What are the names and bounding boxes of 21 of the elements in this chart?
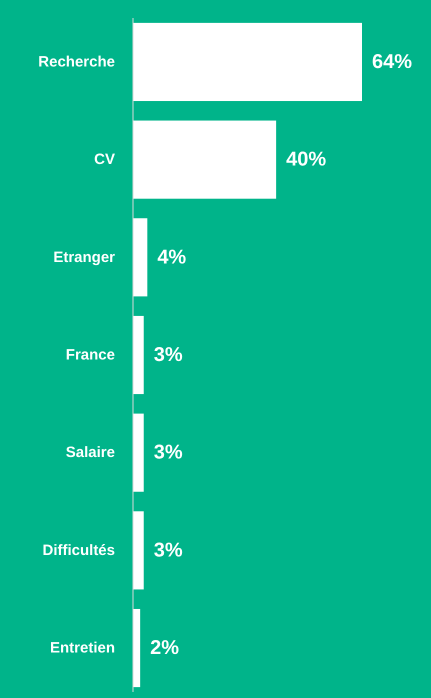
data-label: 2% — [150, 637, 180, 660]
y-tick-label: Entretien — [50, 640, 115, 657]
data-label: 4% — [157, 246, 186, 268]
y-tick-label: Recherche — [38, 53, 115, 70]
y-tick-label: Difficultés — [42, 542, 115, 559]
bar — [133, 316, 144, 394]
y-tick-label: Etranger — [53, 248, 116, 266]
y-tick-label: France — [66, 346, 115, 364]
bar — [133, 511, 144, 590]
data-label: 3% — [154, 344, 183, 366]
bar — [133, 120, 276, 199]
bar — [133, 414, 144, 492]
bar — [133, 608, 140, 688]
data-label: 3% — [154, 539, 183, 562]
bar — [133, 218, 148, 296]
bar — [133, 22, 362, 102]
data-label: 64% — [372, 50, 412, 73]
y-tick-label: Salaire — [66, 444, 115, 462]
y-tick-label: CV — [94, 151, 115, 168]
data-label: 40% — [286, 148, 326, 171]
data-label: 3% — [154, 442, 183, 464]
